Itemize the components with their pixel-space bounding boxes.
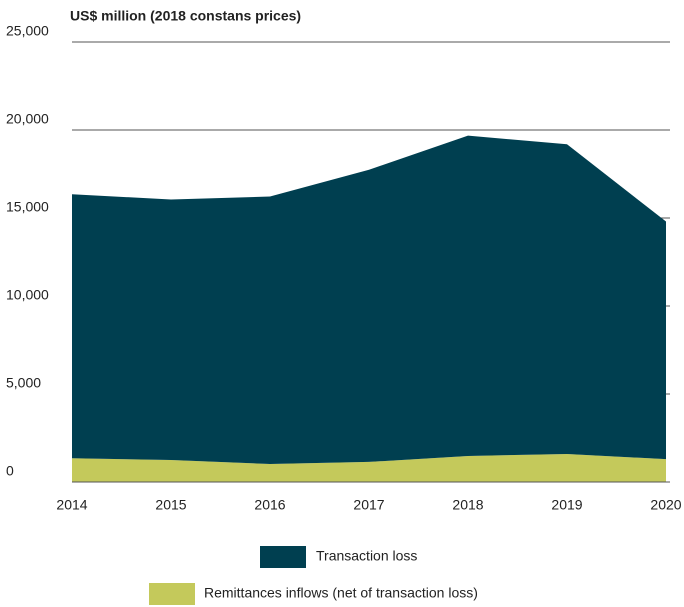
- x-tick-label: 2018: [452, 497, 483, 513]
- legend-label: Transaction loss: [316, 548, 417, 564]
- y-tick-label: 10,000: [6, 287, 49, 303]
- x-tick-label: 2014: [56, 497, 87, 513]
- area: [72, 135, 666, 465]
- x-tick-label: 2015: [155, 497, 186, 513]
- y-tick-label: 5,000: [6, 375, 41, 391]
- legend-swatch: [260, 546, 306, 568]
- y-tick-label: 25,000: [6, 23, 49, 39]
- area: [72, 454, 666, 482]
- y-tick-label: 0: [6, 463, 14, 479]
- x-tick-label: 2019: [551, 497, 582, 513]
- legend-swatch: [149, 583, 195, 605]
- x-tick-label: 2020: [650, 497, 681, 513]
- y-tick-label: 20,000: [6, 111, 49, 127]
- y-axis-label: US$ million (2018 constans prices): [70, 8, 301, 24]
- x-tick-label: 2017: [353, 497, 384, 513]
- x-tick-label: 2016: [254, 497, 285, 513]
- y-tick-label: 15,000: [6, 199, 49, 215]
- legend-label: Remittances inflows (net of transaction …: [204, 585, 478, 601]
